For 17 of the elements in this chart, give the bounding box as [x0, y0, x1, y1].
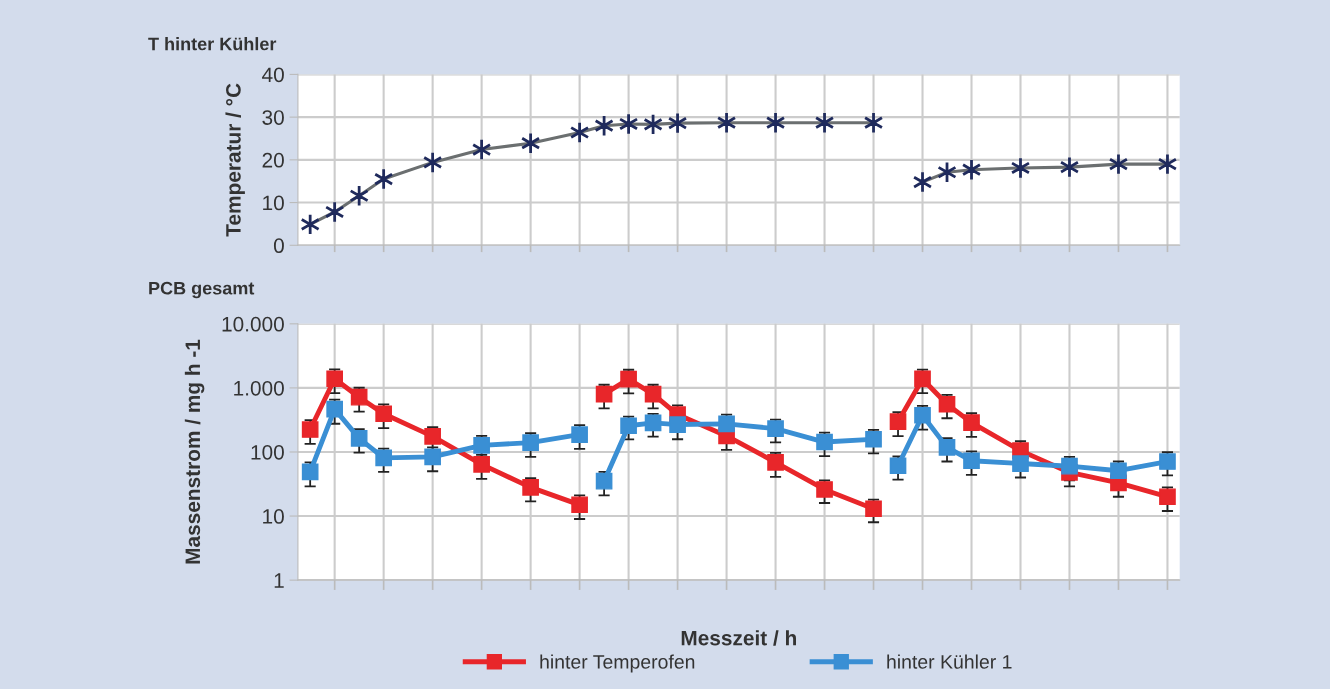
legend-label: hinter Kühler 1 — [887, 654, 1012, 669]
y-tick-label: 10 — [263, 195, 284, 211]
chart-title: T hinter Kühler — [148, 37, 277, 51]
chart-title: PCB gesamt — [149, 281, 255, 299]
y-tick-label: 30 — [262, 110, 284, 125]
y-tick-label: 100 — [251, 444, 284, 460]
y-tick-label: 10.000 — [222, 316, 284, 332]
y-tick-label: 1 — [274, 573, 284, 588]
x-axis-title: Messzeit / h — [681, 630, 796, 646]
y-tick-label: 20 — [262, 152, 284, 168]
y-axis-title: Temperatur / °C — [225, 83, 245, 237]
y-tick-label: 10 — [263, 509, 284, 524]
y-tick-label: 1.000 — [234, 380, 284, 396]
legend-label: hinter Temperofen — [540, 654, 695, 673]
y-axis-title: Massenstrom / mg h -1 — [184, 339, 205, 564]
y-tick-label: 40 — [262, 67, 284, 83]
y-tick-label: 0 — [273, 238, 284, 254]
